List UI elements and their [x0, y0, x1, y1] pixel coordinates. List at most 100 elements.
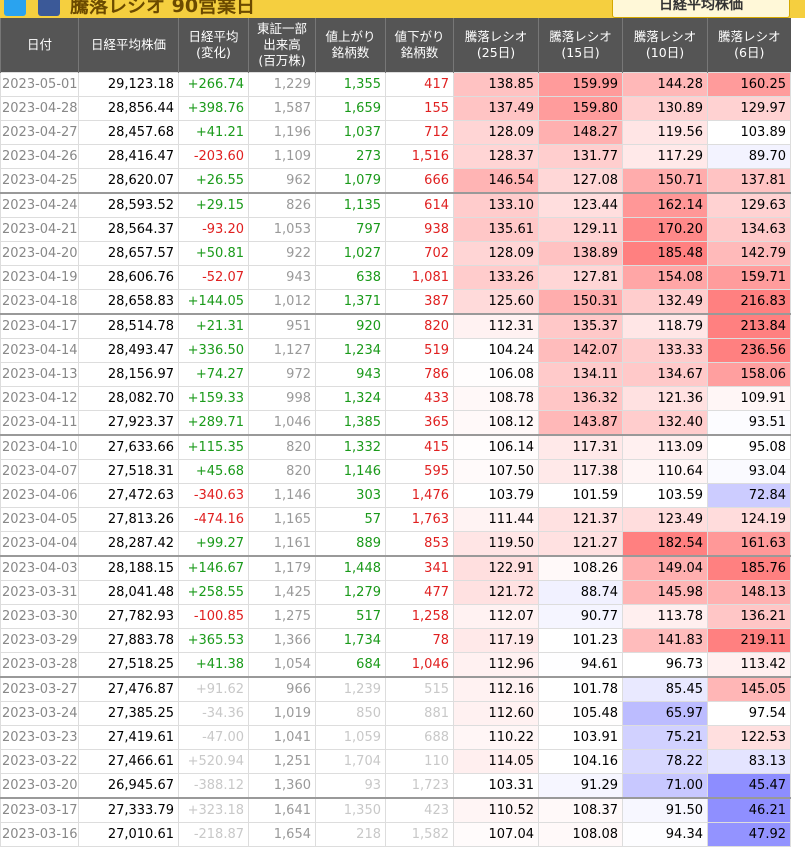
cell: 137.81 [707, 168, 791, 194]
cell: 2023-04-03 [0, 555, 79, 581]
cell: 57 [315, 507, 386, 532]
cell: 93 [315, 773, 386, 799]
cell: 148.27 [538, 120, 623, 145]
cell: 91.50 [622, 797, 708, 823]
facebook-icon[interactable] [38, 0, 60, 16]
cell: 27,518.31 [78, 459, 179, 484]
data-row: 2023-03-30 27,782.93 -100.85 1,275 517 1,258 1… [0, 604, 791, 629]
cell: 2023-04-25 [0, 168, 79, 194]
header-line: 東証一部 [256, 21, 307, 36]
cell: 27,385.25 [78, 701, 179, 726]
cell: 125.60 [453, 289, 539, 315]
cell: 101.59 [538, 483, 623, 508]
cell: 135.61 [453, 217, 539, 242]
cell: 820 [248, 459, 316, 484]
data-row: 2023-04-14 28,493.47 +336.50 1,127 1,234 519 1… [0, 338, 791, 363]
cell: +99.27 [178, 531, 249, 557]
header-line: (10日) [645, 45, 685, 60]
header-line: 日経平均株価 [90, 37, 166, 52]
cell: 112.16 [453, 676, 539, 702]
cell: 72.84 [707, 483, 791, 508]
header-line: (百万株) [258, 53, 306, 68]
cell: 28,606.76 [78, 265, 179, 290]
cell: 998 [248, 386, 316, 411]
cell: 1,046 [385, 652, 454, 678]
cell: 129.63 [707, 192, 791, 218]
cell: 28,514.78 [78, 313, 179, 339]
cell: 1,516 [385, 144, 454, 169]
cell: 365 [385, 410, 454, 436]
cell: 119.50 [453, 531, 539, 557]
data-row: 2023-03-27 27,476.87 +91.62 966 1,239 515 112.… [0, 676, 791, 702]
cell: 117.19 [453, 628, 539, 653]
cell: 159.71 [707, 265, 791, 290]
cell: 28,041.48 [78, 580, 179, 605]
cell: 109.91 [707, 386, 791, 411]
cell: 1,079 [315, 168, 386, 194]
cell: +115.35 [178, 434, 249, 460]
cell: 113.09 [622, 434, 708, 460]
cell: 145.05 [707, 676, 791, 702]
cell: 1,109 [248, 144, 316, 169]
cell: 117.31 [538, 434, 623, 460]
cell: +45.68 [178, 459, 249, 484]
cell: 962 [248, 168, 316, 194]
cell: 2023-04-14 [0, 338, 79, 363]
cell: 28,287.42 [78, 531, 179, 557]
cell: +41.38 [178, 652, 249, 678]
data-row: 2023-04-21 28,564.37 -93.20 1,053 797 938 135.… [0, 217, 791, 242]
cell: 2023-03-22 [0, 749, 79, 774]
cell: +146.67 [178, 555, 249, 581]
cell: 1,279 [315, 580, 386, 605]
cell: 1,659 [315, 96, 386, 121]
cell: 103.31 [453, 773, 539, 799]
cell: 2023-03-23 [0, 725, 79, 750]
cell: 134.63 [707, 217, 791, 242]
cell: 1,448 [315, 555, 386, 581]
data-row: 2023-04-07 27,518.31 +45.68 820 1,146 595 107.… [0, 459, 791, 484]
cell: 2023-04-10 [0, 434, 79, 460]
cell: 2023-04-17 [0, 313, 79, 339]
cell: 2023-03-24 [0, 701, 79, 726]
cell: 1,763 [385, 507, 454, 532]
cell: 108.37 [538, 797, 623, 823]
cell: 1,196 [248, 120, 316, 145]
cell: 138.85 [453, 72, 539, 97]
column-header: 騰落レシオ (6日) [707, 18, 791, 73]
cell: 108.78 [453, 386, 539, 411]
cell: 113.78 [622, 604, 708, 629]
cell: 78.22 [622, 749, 708, 774]
cell: 45.47 [707, 773, 791, 799]
twitter-icon[interactable] [4, 0, 26, 16]
page-title: 騰落レシオ 90営業日 [70, 0, 256, 17]
cell: 108.12 [453, 410, 539, 436]
cell: 1,127 [248, 338, 316, 363]
cell: 160.25 [707, 72, 791, 97]
cell: 2023-03-29 [0, 628, 79, 653]
cell: 28,188.15 [78, 555, 179, 581]
header-line: (6日) [734, 45, 765, 60]
cell: 27,883.78 [78, 628, 179, 653]
cell: 130.89 [622, 96, 708, 121]
cell: 1,037 [315, 120, 386, 145]
cell: 28,658.83 [78, 289, 179, 315]
cell: 148.13 [707, 580, 791, 605]
cell: 89.70 [707, 144, 791, 169]
column-header: 値下がり 銘柄数 [385, 18, 454, 73]
cell: 27,476.87 [78, 676, 179, 702]
header-line: 騰落レシオ [549, 29, 612, 44]
cell: 850 [315, 701, 386, 726]
cell: 103.79 [453, 483, 539, 508]
cell: 101.23 [538, 628, 623, 653]
cell: 28,082.70 [78, 386, 179, 411]
cell: 123.49 [622, 507, 708, 532]
cell: 938 [385, 217, 454, 242]
data-row: 2023-03-31 28,041.48 +258.55 1,425 1,279 477 1… [0, 580, 791, 605]
cell: 135.37 [538, 313, 623, 339]
cell: 101.78 [538, 676, 623, 702]
cell: 122.53 [707, 725, 791, 750]
cell: 145.98 [622, 580, 708, 605]
data-row: 2023-04-19 28,606.76 -52.07 943 638 1,081 133.… [0, 265, 791, 290]
nikkei-button[interactable]: 日経平均株価 [612, 0, 790, 18]
cell: 1,239 [315, 676, 386, 702]
